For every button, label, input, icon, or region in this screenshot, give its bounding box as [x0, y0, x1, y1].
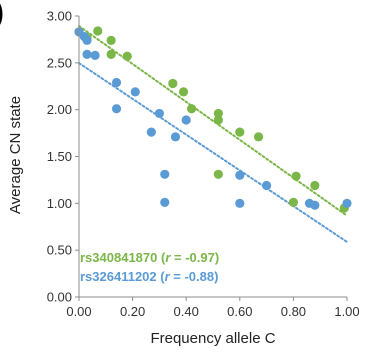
point-rs340841870: [168, 78, 178, 89]
point-rs340841870: [213, 169, 223, 179]
point-rs326411202: [146, 127, 156, 137]
point-rs340841870: [291, 171, 301, 181]
y-tick-label: 0.50: [47, 243, 72, 258]
point-rs326411202: [262, 180, 272, 191]
legend-r-value: = -0.88): [170, 269, 219, 284]
point-rs326411202: [111, 77, 122, 88]
point-rs340841870: [106, 49, 116, 60]
point-rs340841870: [93, 26, 103, 36]
trendline-rs326411202: [78, 62, 348, 243]
legend: rs340841870 (r = -0.97)rs326411202 (r = …: [80, 250, 219, 284]
point-rs326411202: [342, 198, 352, 208]
x-tick-label: 0.80: [281, 304, 306, 319]
legend-r-symbol: r: [165, 250, 171, 265]
point-rs340841870: [178, 87, 189, 97]
legend-name: rs340841870 (: [80, 250, 166, 265]
y-tick-label: 0.00: [47, 290, 72, 305]
x-tick-label: 0.40: [174, 304, 199, 319]
point-rs340841870: [122, 51, 132, 61]
y-tick-label: 2.50: [47, 55, 72, 70]
point-rs326411202: [160, 169, 170, 179]
x-tick-label: 0.20: [120, 304, 145, 319]
point-rs326411202: [82, 35, 92, 45]
point-rs340841870: [186, 104, 197, 114]
point-rs340841870: [288, 197, 298, 207]
point-rs326411202: [235, 170, 245, 180]
legend-r-symbol: r: [165, 269, 171, 284]
x-axis-title: Frequency allele C: [150, 330, 275, 347]
x-tick-label: 1.00: [334, 304, 359, 319]
point-rs326411202: [111, 104, 122, 114]
point-rs326411202: [160, 197, 170, 207]
trendline-rs340841870: [78, 25, 348, 217]
data-points: [74, 26, 352, 213]
axes: 0.00 0.50 1.00 1.50 2.00 2.50 3.00 0.00 0.20 0.40…: [47, 9, 360, 320]
point-rs326411202: [310, 200, 320, 210]
x-tick-label: 0.00: [66, 304, 91, 319]
trendlines: [78, 25, 348, 243]
point-rs340841870: [310, 180, 320, 191]
legend-r-value: = -0.97): [170, 250, 219, 265]
point-rs340841870: [253, 132, 264, 142]
point-rs340841870: [213, 108, 223, 119]
point-rs326411202: [170, 132, 181, 142]
legend-entry-rs340841870: rs340841870 (r = -0.97): [80, 250, 219, 265]
point-rs326411202: [90, 50, 100, 60]
y-tick-label: 2.00: [47, 102, 72, 117]
y-tick-label: 1.00: [47, 196, 72, 211]
point-rs326411202: [235, 198, 245, 208]
point-rs326411202: [181, 115, 191, 125]
point-rs340841870: [213, 115, 223, 125]
point-rs340841870: [235, 127, 245, 137]
point-rs326411202: [82, 49, 92, 60]
legend-name: rs326411202 (: [80, 269, 165, 284]
y-tick-label: 3.00: [47, 9, 72, 24]
panel-letter-fragment: ): [0, 0, 4, 29]
point-rs326411202: [130, 87, 140, 97]
legend-entry-rs326411202: rs326411202 (r = -0.88): [80, 269, 218, 284]
y-axis-title: Average CN state: [7, 96, 24, 214]
point-rs326411202: [154, 108, 164, 119]
point-rs340841870: [106, 35, 116, 45]
x-tick-label: 0.60: [227, 304, 252, 319]
y-tick-label: 1.50: [47, 149, 72, 164]
